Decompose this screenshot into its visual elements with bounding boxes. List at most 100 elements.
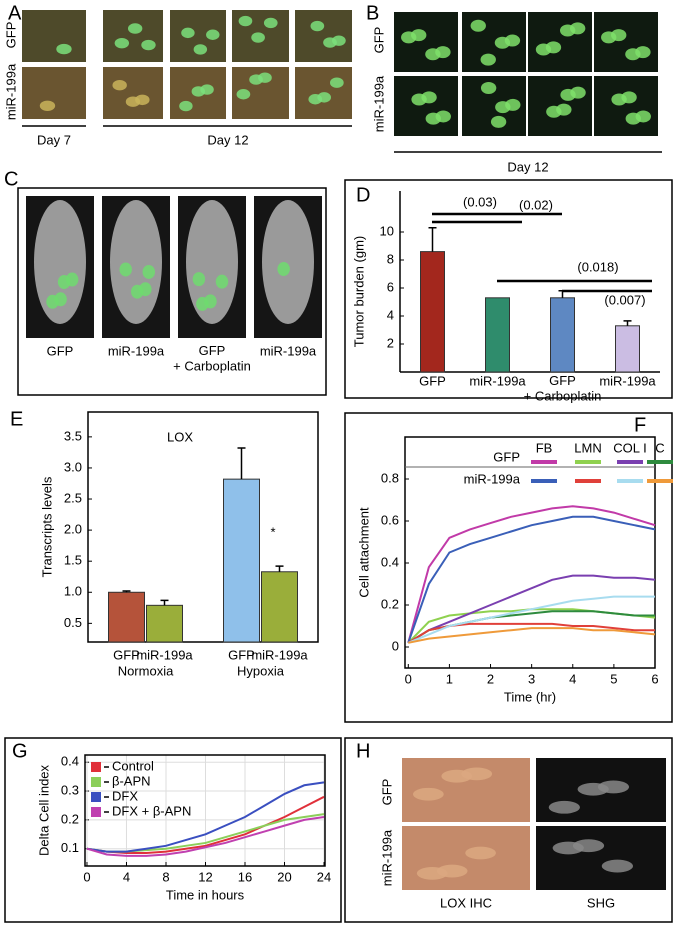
photo bbox=[594, 12, 658, 72]
photo bbox=[402, 826, 530, 890]
photo-detail bbox=[262, 200, 314, 324]
legend-swatch bbox=[575, 479, 601, 483]
bar bbox=[261, 571, 298, 643]
photo-detail bbox=[236, 89, 251, 100]
legend-row: miR-199a bbox=[464, 471, 521, 486]
panel-label: A bbox=[8, 2, 22, 24]
photo bbox=[295, 10, 352, 62]
photo-detail bbox=[560, 24, 576, 37]
photo-detail bbox=[546, 105, 562, 118]
photo-detail bbox=[441, 769, 473, 783]
photo-detail bbox=[425, 112, 441, 125]
photo bbox=[394, 76, 458, 136]
group-label: Day 7 bbox=[37, 132, 71, 147]
caption: GFP + Carboplatin bbox=[173, 343, 251, 374]
plot-frame bbox=[404, 436, 656, 669]
photo-detail bbox=[310, 20, 325, 32]
y-axis-label: Delta Cell index bbox=[36, 764, 51, 856]
legend-header: LMN bbox=[574, 440, 601, 455]
photo-detail bbox=[127, 23, 143, 34]
photo-detail bbox=[186, 200, 238, 324]
legend-label: β-APN bbox=[112, 773, 151, 788]
legend-header: COL I bbox=[613, 440, 646, 455]
photo-detail bbox=[490, 115, 507, 128]
photo-detail bbox=[114, 37, 130, 49]
panel-frame bbox=[344, 737, 673, 923]
x-axis-label: Time in hours bbox=[166, 887, 245, 902]
y-tick-label: 8 bbox=[387, 251, 394, 266]
legend-swatch bbox=[617, 460, 643, 464]
photo-detail bbox=[411, 93, 427, 106]
y-tick-label: 0.8 bbox=[381, 470, 399, 485]
x-tick-label: 8 bbox=[162, 869, 169, 884]
caption: GFP bbox=[47, 343, 74, 358]
photo-detail bbox=[46, 294, 59, 309]
legend-label: Control bbox=[112, 758, 154, 773]
bar-label: GFP bbox=[113, 647, 140, 662]
photo-detail bbox=[494, 36, 511, 49]
line bbox=[86, 815, 325, 857]
line bbox=[408, 627, 656, 644]
row-label: miR-199a bbox=[3, 63, 18, 120]
bar bbox=[108, 591, 145, 643]
plot-frame bbox=[87, 411, 319, 643]
panel-label: F bbox=[634, 414, 646, 436]
line bbox=[86, 795, 325, 855]
photo-detail bbox=[39, 100, 56, 111]
photos bbox=[22, 10, 666, 890]
y-tick-label: 3.0 bbox=[64, 459, 82, 474]
error-bar bbox=[428, 227, 437, 252]
error-bar bbox=[237, 447, 246, 480]
photo bbox=[528, 12, 592, 72]
x-tick-label: 4 bbox=[123, 869, 130, 884]
legend-swatch bbox=[91, 807, 101, 817]
panel-frame bbox=[4, 737, 342, 923]
x-tick-label: miR-199a bbox=[469, 373, 526, 388]
panel-frame bbox=[344, 179, 673, 399]
plot-frame bbox=[84, 754, 326, 867]
photo-detail bbox=[142, 264, 156, 279]
group-label: Hypoxia bbox=[237, 663, 285, 678]
line bbox=[407, 515, 656, 644]
legend-header: C bbox=[655, 440, 664, 455]
error-bar bbox=[623, 320, 632, 326]
photo bbox=[22, 10, 86, 62]
photo-detail bbox=[308, 94, 323, 105]
photo-detail bbox=[249, 74, 263, 85]
panel-label: D bbox=[356, 184, 370, 206]
photo-detail bbox=[192, 272, 206, 287]
photo-detail bbox=[179, 100, 193, 112]
caption: SHG bbox=[587, 895, 615, 910]
annotation: (0.02) bbox=[519, 197, 553, 212]
photo-detail bbox=[601, 859, 633, 873]
photo-detail bbox=[34, 200, 86, 324]
y-tick-label: 0.2 bbox=[381, 596, 399, 611]
x-tick-label: GFP + Carboplatin bbox=[524, 373, 602, 404]
legend-header: FB bbox=[536, 440, 553, 455]
panel-label: E bbox=[10, 408, 23, 430]
photo-detail bbox=[470, 19, 486, 32]
y-tick-label: 0.1 bbox=[61, 840, 79, 855]
error-bar bbox=[122, 590, 131, 593]
photo-detail bbox=[57, 275, 71, 290]
group-label: Day 12 bbox=[207, 132, 248, 147]
photo-detail bbox=[181, 27, 195, 39]
x-tick-label: 3 bbox=[528, 671, 535, 686]
legend-swatch bbox=[91, 762, 101, 772]
photo-detail bbox=[625, 112, 641, 125]
bar bbox=[223, 478, 260, 643]
photo-detail bbox=[413, 787, 444, 801]
legend-row: GFP bbox=[493, 449, 520, 464]
line bbox=[407, 595, 655, 644]
x-tick-label: 24 bbox=[317, 869, 331, 884]
panel-label: C bbox=[4, 168, 18, 190]
bar-label: GFP bbox=[228, 647, 255, 662]
legend-swatch bbox=[91, 777, 101, 787]
photo-detail bbox=[480, 53, 496, 66]
y-tick-label: 6 bbox=[387, 279, 394, 294]
photo-detail bbox=[611, 93, 627, 106]
caption: miR-199a bbox=[108, 343, 165, 358]
photo-detail bbox=[196, 296, 209, 311]
y-tick-label: 3.5 bbox=[64, 428, 82, 443]
panel-label: G bbox=[12, 740, 28, 762]
